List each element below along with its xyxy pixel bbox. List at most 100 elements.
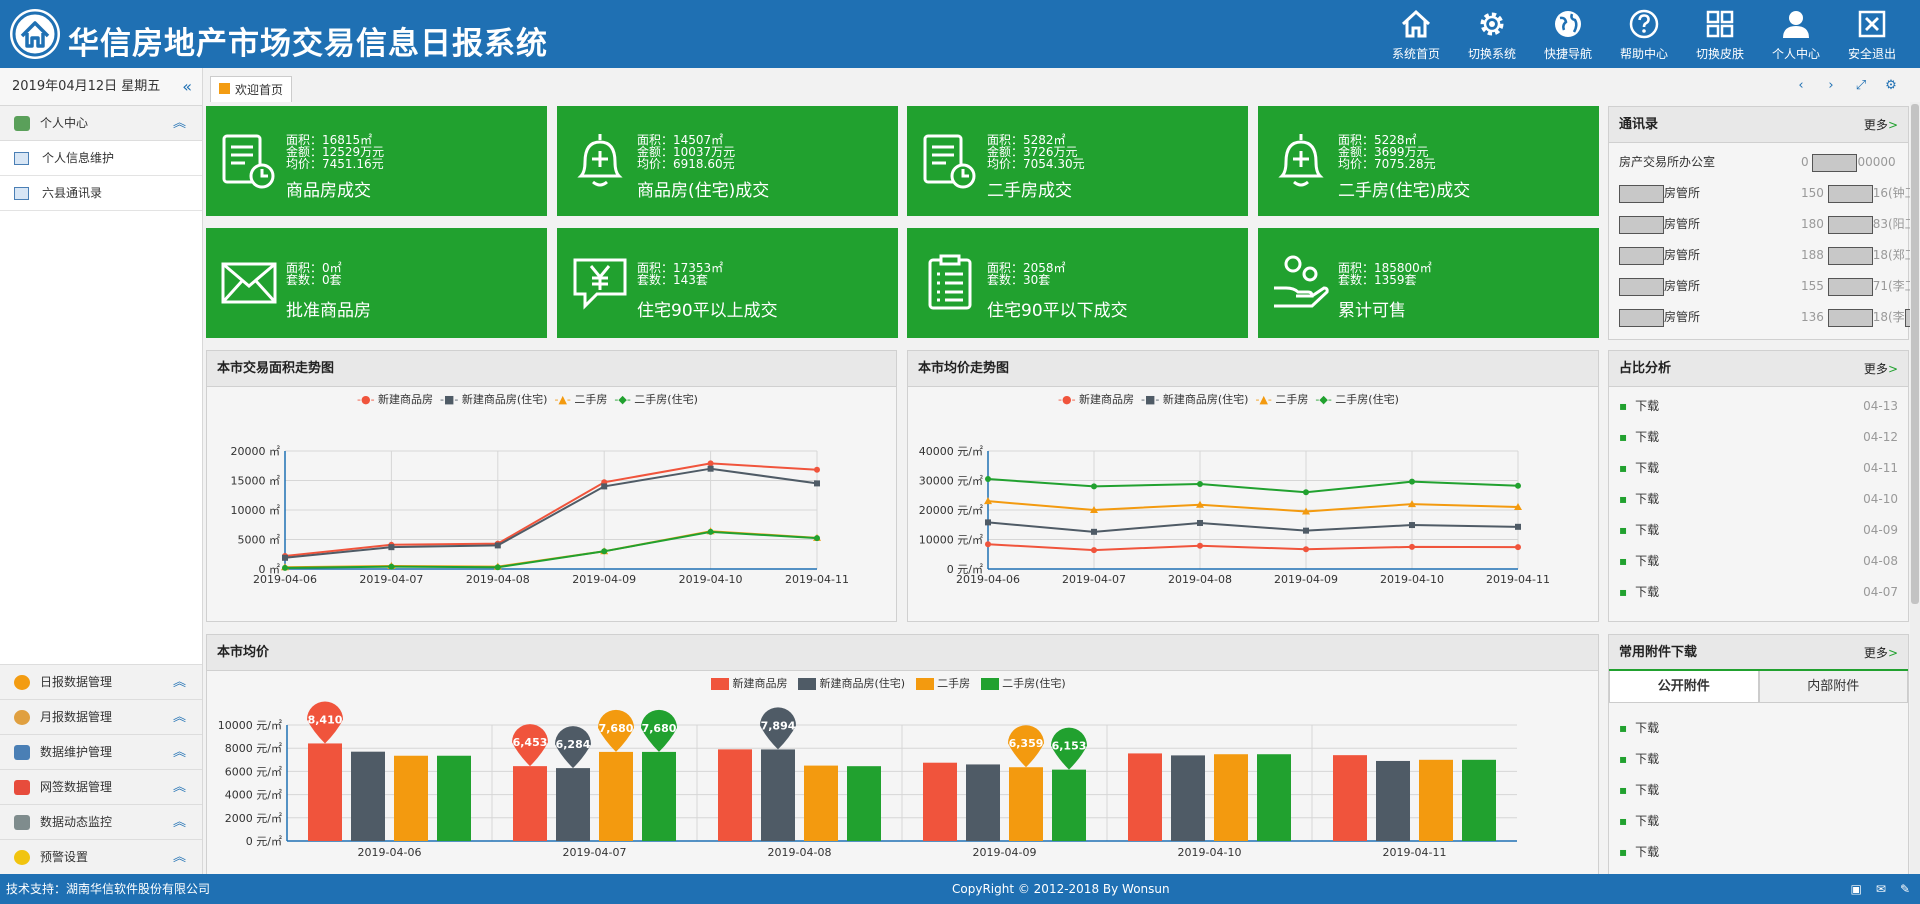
tab-next-button[interactable]: › (1828, 78, 1834, 93)
yen-chat-icon (573, 258, 627, 310)
download-row[interactable]: ▪ 下载 04-13 (1619, 399, 1898, 413)
sidebar-group-monitor[interactable]: 数据动态监控 ︽ (0, 804, 202, 839)
sidebar-group-maintenance[interactable]: 数据维护管理 ︽ (0, 734, 202, 769)
area-line-chart: 0 ㎡ 5000 ㎡ 10000 ㎡ 15000 ㎡ 20000 ㎡ 2019-04-06… (231, 445, 849, 586)
download-row[interactable]: ▪ 下载 (1619, 721, 1660, 735)
avg-price-bar-chart: 0 元/㎡ 2000 元/㎡ 4000 元/㎡ 6000 元/㎡ 8000 元/㎡ 100… (218, 701, 1517, 859)
tile-residential-over90[interactable]: 面积：17353㎡ 套数：143套 住宅90平以上成交 (557, 228, 898, 338)
avg-price-panel: 本市均价 新建商品房 新建商品房(住宅) 二手房 二手房(住宅) 0 元/㎡ 20… (206, 634, 1599, 874)
hand-coins-icon (1274, 255, 1329, 308)
nav-home-button[interactable]: 系统首页 (1378, 0, 1454, 68)
legend-label: 新建商品房 (732, 677, 788, 690)
contact-row[interactable]: 房产交易所办公室 0 00000 (1609, 147, 1908, 178)
nav-help-button[interactable]: 帮助中心 (1606, 0, 1682, 68)
chart-legend: 新建商品房 新建商品房(住宅) 二手房 二手房(住宅) (711, 675, 1066, 691)
x-tick-label: 2019-04-08 (1168, 573, 1232, 586)
y-tick-label: 0 元/㎡ (947, 563, 983, 576)
calendar-icon[interactable]: ▣ (1850, 882, 1862, 896)
panel-title: 占比分析 (1619, 361, 1672, 376)
sidebar-item-profile[interactable]: 个人信息维护 (0, 141, 202, 176)
tile-secondhand-residential[interactable]: 面积：5228㎡ 金额：3699万元 均价：7075.28元 二手房(住宅)成交 (1258, 106, 1599, 216)
data-label: 7,680 (599, 722, 634, 735)
data-point (1514, 503, 1522, 511)
nav-quick-nav-label: 快捷导航 (1543, 47, 1592, 61)
contacts-more-link[interactable]: 更多> (1863, 118, 1898, 132)
mail-icon[interactable]: ✉ (1875, 882, 1886, 896)
sidebar-group-monthly[interactable]: 月报数据管理 ︽ (0, 699, 202, 734)
attachments-more-link[interactable]: 更多> (1863, 646, 1898, 660)
chat-icon[interactable]: ✎ (1899, 882, 1910, 896)
bar (1052, 769, 1086, 841)
contact-row[interactable]: 房管所 136 18(李 (1609, 302, 1920, 333)
download-row[interactable]: ▪ 下载 (1619, 845, 1660, 859)
contact-row[interactable]: 房管所 180 83(阳工) (1609, 209, 1920, 240)
series-line (284, 462, 818, 558)
sidebar-group-contract[interactable]: 网签数据管理 ︽ (0, 769, 202, 804)
tile-commodity-residential[interactable]: 面积：14507㎡ 金额：10037万元 均价：6918.60元 商品房(住宅)成交 (557, 106, 898, 216)
redacted-block (1619, 184, 1664, 203)
tile-commodity-housing[interactable]: 面积：16815㎡ 金额：12529万元 均价：7451.16元 商品房成交 (206, 106, 547, 216)
redacted-block (1619, 308, 1664, 327)
tile-residential-under90[interactable]: 面积：2058㎡ 套数：30套 住宅90平以下成交 (907, 228, 1248, 338)
data-label: 6,153 (1052, 740, 1087, 753)
y-tick-label: 10000 ㎡ (231, 504, 281, 517)
nav-personal-button[interactable]: 个人中心 (1758, 0, 1834, 68)
contact-row[interactable]: 房管所 188 18(郑工) (1609, 240, 1920, 271)
redacted-block (1827, 184, 1873, 203)
download-row[interactable]: ▪ 下载 04-12 (1619, 430, 1898, 444)
legend-label: 新建商品房 (1079, 393, 1135, 406)
x-tick-label: 2019-04-11 (785, 573, 849, 586)
download-row[interactable]: ▪ 下载 (1619, 752, 1660, 766)
tile-secondhand[interactable]: 面积：5282㎡ 金额：3726万元 均价：7054.30元 二手房成交 (907, 106, 1248, 216)
tile-label: 住宅90平以上成交 (637, 301, 778, 321)
data-point (388, 544, 395, 551)
nav-skin-button[interactable]: 切换皮肤 (1682, 0, 1758, 68)
data-point (1303, 489, 1309, 496)
download-row[interactable]: ▪ 下载 04-10 (1619, 492, 1898, 506)
tile-label: 二手房(住宅)成交 (1338, 181, 1471, 201)
nav-switch-system-button[interactable]: 切换系统 (1454, 0, 1530, 68)
tab-prev-button[interactable]: ‹ (1798, 78, 1804, 93)
value-pin (555, 726, 591, 769)
contact-row[interactable]: 房管所 150 16(钟工) (1609, 178, 1920, 209)
contact-row[interactable]: 房管所 155 71(李工) (1609, 271, 1920, 302)
tile-approved-housing[interactable]: 面积：0㎡ 套数：0套 批准商品房 (206, 228, 547, 338)
download-row[interactable]: ▪ 下载 04-11 (1619, 461, 1898, 475)
sidebar-group-warning[interactable]: 预警设置 ︽ (0, 839, 202, 874)
bar (308, 743, 342, 841)
fullscreen-button[interactable]: ⤢ (1855, 78, 1867, 93)
tile-cumulative-available[interactable]: 面积：185800㎡ 套数：1359套 累计可售 (1258, 228, 1599, 338)
download-row[interactable]: ▪ 下载 04-08 (1619, 554, 1898, 568)
x-tick-label: 2019-04-11 (1383, 846, 1447, 859)
download-row[interactable]: ▪ 下载 04-07 (1619, 585, 1898, 599)
nav-help-label: 帮助中心 (1619, 47, 1668, 61)
clipboard-list-icon (928, 254, 972, 310)
download-row[interactable]: ▪ 下载 04-09 (1619, 523, 1898, 537)
data-point (1303, 546, 1309, 553)
data-point (1090, 506, 1098, 513)
tab-internal-attachments[interactable]: 内部附件 (1758, 671, 1908, 703)
tab-settings-button[interactable]: ⚙ (1885, 78, 1897, 93)
sidebar-group-personal[interactable]: 个人中心 ︽ (0, 106, 202, 141)
download-row[interactable]: ▪ 下载 (1619, 814, 1660, 828)
collapse-sidebar-button[interactable]: « (182, 77, 192, 96)
nav-home-label: 系统首页 (1391, 47, 1440, 61)
page-scrollbar-thumb[interactable] (1911, 104, 1919, 604)
nav-logout-button[interactable]: 安全退出 (1834, 0, 1910, 68)
logo-icon (10, 9, 60, 59)
tab-public-attachments[interactable]: 公开附件 (1609, 671, 1759, 703)
monitor-icon (14, 815, 30, 830)
bar (804, 765, 838, 841)
data-point (1197, 481, 1203, 488)
sidebar-item-contacts[interactable]: 六县通讯录 (0, 176, 202, 211)
download-row[interactable]: ▪ 下载 (1619, 783, 1660, 797)
data-point (707, 460, 714, 467)
tab-welcome-home[interactable]: 欢迎首页 (210, 76, 293, 102)
sidebar-group-daily[interactable]: 日报数据管理 ︽ (0, 664, 202, 699)
ratio-more-link[interactable]: 更多> (1863, 362, 1898, 376)
legend-label: 二手房(住宅) (1335, 393, 1399, 406)
panel-header: 常用附件下载 更多> (1609, 635, 1908, 671)
nav-quick-nav-button[interactable]: 快捷导航 (1530, 0, 1606, 68)
chart-legend: -●- 新建商品房 -■- 新建商品房(住宅) -▲- 二手房 -◆- 二手房(… (357, 393, 698, 406)
redacted-block (1619, 215, 1664, 234)
